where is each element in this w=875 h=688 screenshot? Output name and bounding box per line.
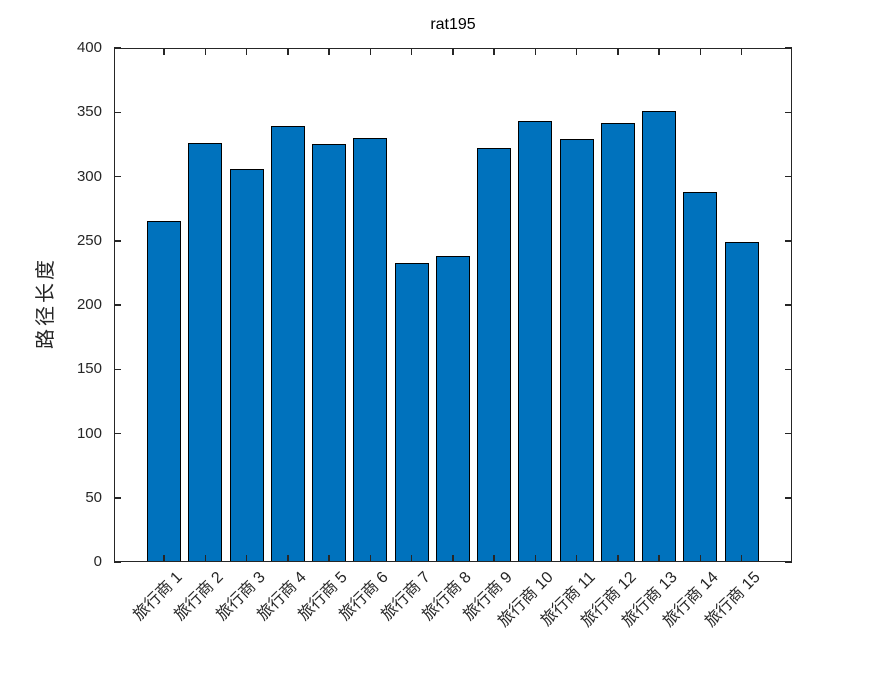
y-tick-right — [785, 368, 792, 370]
y-tick-left — [114, 432, 121, 435]
bar-旅行商 7 — [394, 262, 429, 562]
y-tick-right — [785, 111, 792, 113]
bar-旅行商 9 — [477, 148, 511, 562]
bar-旅行商 14 — [683, 191, 718, 562]
x-tick-bottom — [452, 555, 454, 562]
y-tick-right — [785, 304, 792, 306]
y-tick-right — [785, 432, 792, 435]
x-tick-bottom — [658, 555, 660, 562]
bar-旅行商 10 — [518, 121, 553, 562]
bar-旅行商 4 — [270, 126, 305, 562]
x-tick-top — [699, 48, 701, 55]
bar-旅行商 5 — [312, 144, 346, 562]
x-tick-top — [245, 48, 248, 55]
y-tick-left — [114, 497, 121, 499]
x-tick-bottom — [534, 555, 536, 562]
y-tick-right — [785, 240, 792, 242]
x-tick-top — [534, 48, 536, 55]
x-tick-top — [617, 48, 619, 55]
x-tick-top — [740, 48, 743, 55]
x-tick-bottom — [410, 555, 413, 562]
bar-旅行商 13 — [642, 110, 676, 562]
bar-旅行商 2 — [188, 143, 223, 562]
x-tick-top — [575, 48, 578, 55]
x-tick-bottom — [204, 555, 206, 562]
x-tick-bottom — [699, 555, 701, 562]
x-tick-bottom — [369, 555, 371, 562]
x-tick-bottom — [163, 555, 165, 562]
x-tick-bottom — [617, 555, 619, 562]
bar-旅行商 12 — [600, 122, 635, 562]
x-tick-top — [369, 48, 371, 55]
y-tick-left — [114, 368, 121, 370]
bar-旅行商 1 — [147, 221, 181, 562]
y-tick-left — [114, 175, 121, 178]
y-tick-right — [785, 47, 792, 49]
y-tick-left — [114, 240, 121, 242]
plot-area — [114, 47, 792, 563]
y-tick-right — [785, 561, 792, 563]
bar-旅行商 15 — [724, 242, 759, 562]
x-tick-top — [452, 48, 454, 55]
bar-旅行商 11 — [559, 139, 594, 562]
x-tick-top — [410, 48, 413, 55]
y-tick-left — [114, 111, 121, 113]
y-tick-label: 100 — [76, 424, 102, 442]
x-tick-bottom — [493, 555, 495, 562]
bar-旅行商 6 — [353, 137, 388, 562]
y-tick-label: 300 — [76, 167, 102, 185]
y-tick-label: 250 — [76, 231, 102, 249]
x-tick-top — [493, 48, 495, 55]
y-tick-label: 0 — [93, 553, 102, 570]
x-tick-bottom — [740, 555, 743, 562]
x-tick-bottom — [287, 555, 289, 562]
x-tick-top — [163, 48, 165, 55]
x-tick-bottom — [575, 555, 578, 562]
y-tick-right — [785, 175, 792, 178]
x-tick-bottom — [245, 555, 248, 562]
y-tick-right — [785, 497, 792, 499]
x-tick-top — [204, 48, 206, 55]
y-tick-left — [114, 561, 121, 563]
y-tick-label: 400 — [76, 39, 102, 56]
y-tick-left — [114, 47, 121, 49]
x-tick-top — [328, 48, 330, 55]
bar-旅行商 8 — [435, 256, 470, 562]
y-tick-label: 50 — [85, 488, 102, 506]
x-tick-top — [287, 48, 289, 55]
y-tick-label: 350 — [76, 103, 102, 121]
x-tick-bottom — [328, 555, 330, 562]
chart-title: rat195 — [430, 16, 476, 33]
y-tick-left — [114, 304, 121, 306]
figure-canvas: rat195 路径长度 0 50 100 150 200 250 300 350 400 旅行商 … — [35, 16, 792, 631]
bar-旅行商 3 — [229, 168, 264, 562]
x-tick-top — [658, 48, 660, 55]
y-tick-label: 200 — [76, 296, 102, 313]
y-tick-label: 150 — [76, 360, 102, 378]
